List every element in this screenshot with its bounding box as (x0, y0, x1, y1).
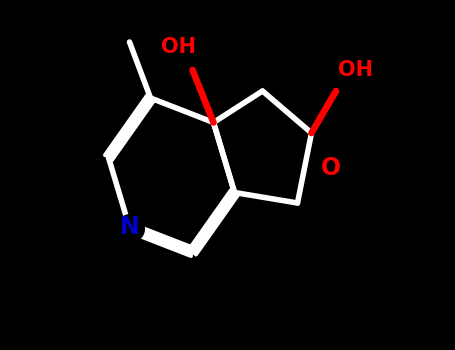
Text: OH: OH (161, 37, 196, 57)
Text: O: O (321, 156, 341, 180)
Text: OH: OH (338, 60, 373, 80)
Text: N: N (120, 216, 139, 239)
